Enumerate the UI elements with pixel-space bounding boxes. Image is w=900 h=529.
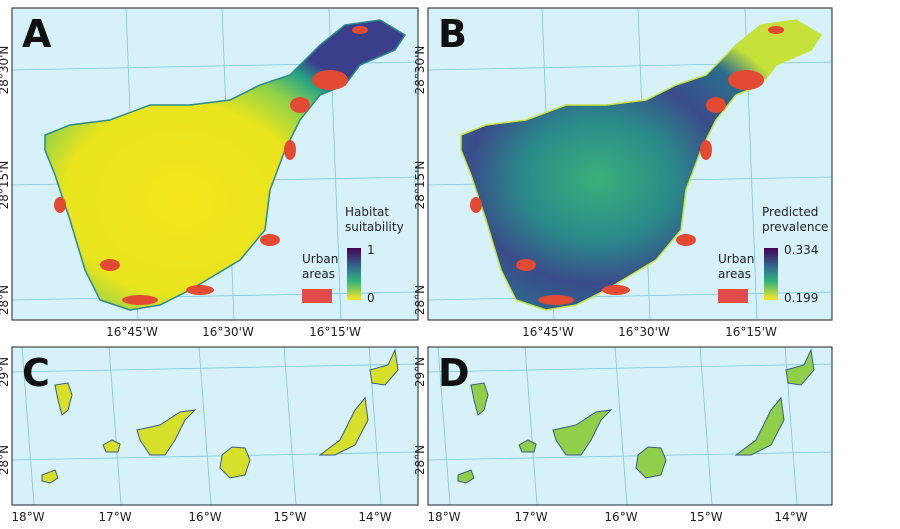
lon-label: 16°45'W bbox=[106, 325, 158, 339]
island bbox=[552, 409, 613, 456]
legend-title: Predicted prevalence bbox=[762, 205, 829, 234]
graticule bbox=[11, 363, 419, 373]
urban-label: Urban areas bbox=[718, 252, 755, 281]
graticule bbox=[11, 451, 419, 461]
lon-label: 17°W bbox=[98, 510, 131, 524]
island bbox=[734, 396, 785, 456]
island bbox=[457, 469, 475, 484]
legend-max: 0.334 bbox=[784, 243, 818, 257]
island bbox=[219, 446, 251, 479]
lat-label: 29°N bbox=[0, 357, 11, 387]
lat-label: 28°30'N bbox=[0, 46, 11, 95]
lon-label: 14°W bbox=[774, 510, 807, 524]
island bbox=[102, 439, 121, 453]
urban-area bbox=[516, 259, 536, 271]
panel-letter: B bbox=[438, 12, 467, 56]
lat-label: 28°30'N bbox=[413, 46, 427, 95]
map-frame-border bbox=[427, 346, 833, 506]
urban-area bbox=[100, 259, 120, 271]
map-frame-border bbox=[11, 346, 419, 506]
lon-label: 16°30'W bbox=[618, 325, 670, 339]
urban-label: Urban areas bbox=[302, 252, 339, 281]
graticule bbox=[108, 346, 122, 506]
lon-label: 18°W bbox=[11, 510, 44, 524]
island bbox=[41, 469, 59, 484]
graticule bbox=[283, 346, 297, 506]
lon-label: 16°W bbox=[604, 510, 637, 524]
island bbox=[369, 348, 399, 386]
graticule bbox=[614, 346, 628, 506]
lon-label: 18°W bbox=[427, 510, 460, 524]
lon-label: 16°45'W bbox=[522, 325, 574, 339]
map-frame-border bbox=[427, 7, 833, 321]
urban-area bbox=[352, 26, 368, 34]
lon-label: 16°W bbox=[188, 510, 221, 524]
island bbox=[785, 348, 815, 386]
panel-letter: A bbox=[22, 12, 52, 56]
lon-label: 17°W bbox=[514, 510, 547, 524]
urban-area bbox=[54, 197, 66, 213]
island bbox=[54, 382, 73, 416]
legend-title: Habitat suitability bbox=[345, 205, 404, 234]
island bbox=[635, 446, 667, 479]
lat-label: 28°N bbox=[413, 445, 427, 475]
urban-area bbox=[700, 140, 712, 160]
island bbox=[318, 396, 369, 456]
graticule bbox=[437, 346, 451, 506]
lat-label: 29°N bbox=[413, 357, 427, 387]
urban-area bbox=[470, 197, 482, 213]
island bbox=[136, 409, 197, 456]
legend-min: 0 bbox=[367, 291, 375, 305]
urban-area bbox=[602, 285, 630, 295]
legend-max: 1 bbox=[367, 243, 375, 257]
island bbox=[518, 439, 537, 453]
urban-area bbox=[538, 295, 574, 305]
color-bar bbox=[764, 248, 778, 300]
urban-area bbox=[728, 70, 764, 90]
graticule bbox=[427, 363, 833, 373]
urban-area bbox=[122, 295, 158, 305]
island bbox=[44, 19, 407, 311]
panel-letter: D bbox=[438, 351, 470, 395]
lon-label: 16°15'W bbox=[725, 325, 777, 339]
lon-label: 14°W bbox=[358, 510, 391, 524]
urban-area bbox=[290, 97, 310, 113]
lat-label: 28°15'N bbox=[413, 161, 427, 210]
lat-label: 28°15'N bbox=[0, 161, 11, 210]
lat-label: 28°N bbox=[0, 445, 11, 475]
urban-area bbox=[312, 70, 348, 90]
urban-swatch bbox=[718, 289, 748, 303]
graticule bbox=[21, 346, 35, 506]
graticule bbox=[427, 451, 833, 461]
urban-swatch bbox=[302, 289, 332, 303]
island bbox=[470, 382, 489, 416]
map-frame-border bbox=[11, 7, 419, 321]
lon-label: 16°15'W bbox=[309, 325, 361, 339]
island bbox=[460, 19, 823, 311]
urban-area bbox=[284, 140, 296, 160]
graticule bbox=[524, 346, 538, 506]
lon-label: 15°W bbox=[689, 510, 722, 524]
urban-area bbox=[186, 285, 214, 295]
graticule bbox=[699, 346, 713, 506]
lon-label: 16°30'W bbox=[202, 325, 254, 339]
urban-area bbox=[676, 234, 696, 246]
lat-label: 28°N bbox=[0, 285, 11, 315]
lat-label: 28°N bbox=[413, 285, 427, 315]
graticule bbox=[198, 346, 212, 506]
lon-label: 15°W bbox=[273, 510, 306, 524]
legend-min: 0.199 bbox=[784, 291, 818, 305]
urban-area bbox=[260, 234, 280, 246]
urban-area bbox=[768, 26, 784, 34]
urban-area bbox=[706, 97, 726, 113]
panel-letter: C bbox=[22, 351, 50, 395]
color-bar bbox=[347, 248, 361, 300]
